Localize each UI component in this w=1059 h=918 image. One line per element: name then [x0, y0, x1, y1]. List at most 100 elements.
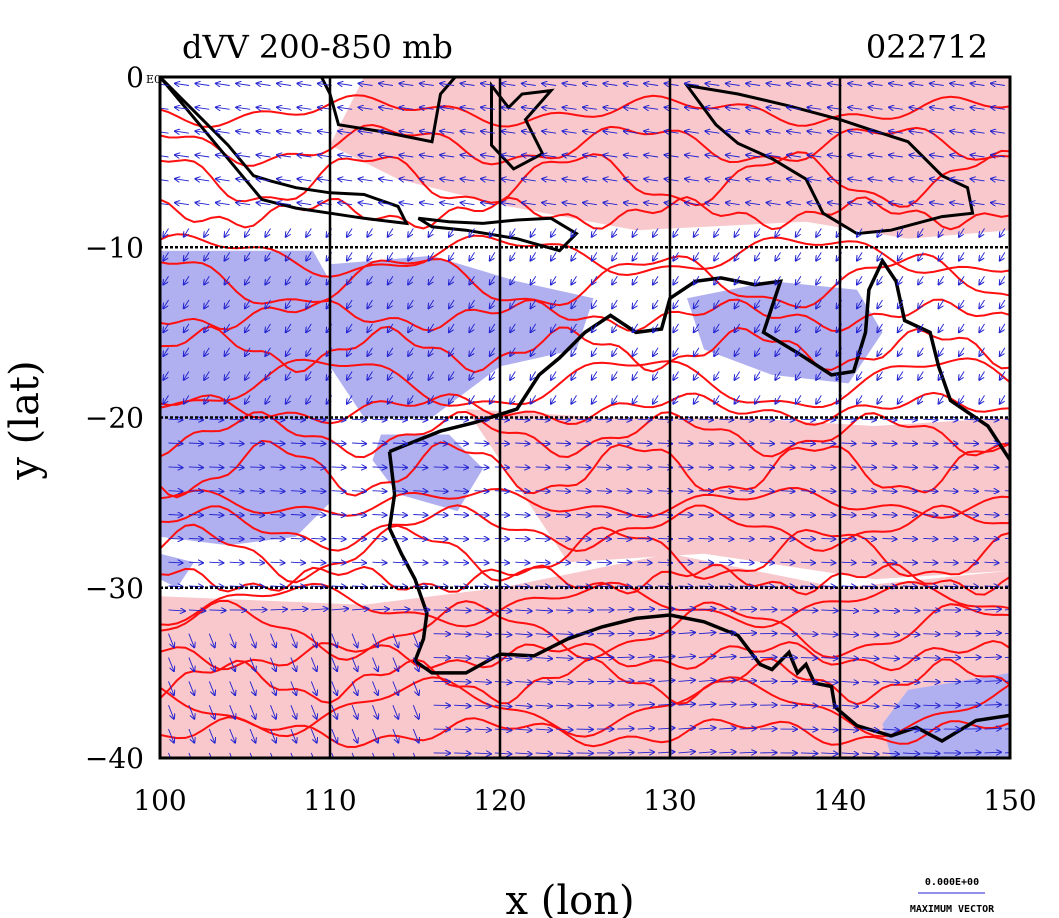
wind-vector — [556, 658, 572, 659]
wind-vector — [902, 634, 919, 635]
wind-vector — [644, 203, 659, 205]
wind-vector — [408, 275, 414, 284]
wind-vector — [637, 681, 654, 682]
wind-vector — [841, 658, 858, 659]
wind-vector — [665, 155, 679, 157]
wind-vector — [583, 107, 597, 109]
wind-vector — [678, 656, 695, 657]
wind-vector — [780, 491, 795, 492]
wind-vector — [984, 633, 1001, 634]
wind-vector — [286, 371, 292, 380]
wind-vector — [522, 83, 536, 85]
wind-vector — [270, 443, 285, 444]
wind-vector — [494, 705, 511, 706]
wind-vector — [596, 586, 611, 587]
wind-vector — [685, 179, 699, 181]
wind-vector — [229, 752, 233, 758]
wind-vector — [698, 656, 715, 657]
wind-vector — [637, 491, 652, 492]
wind-vector — [188, 491, 203, 492]
contour-line — [160, 325, 1010, 374]
wind-vector — [796, 252, 802, 260]
wind-vector — [694, 299, 700, 308]
wind-vector — [617, 443, 631, 444]
wind-vector — [331, 633, 337, 648]
wind-vector — [800, 491, 815, 492]
wind-vector — [775, 228, 781, 237]
wind-vector — [413, 419, 427, 420]
wind-vector — [556, 491, 570, 492]
wind-vector — [964, 538, 978, 539]
wind-vector — [474, 658, 491, 659]
contour-lines — [160, 94, 1010, 749]
wind-vector — [286, 252, 292, 260]
wind-vector — [420, 107, 434, 109]
wind-vector — [257, 155, 271, 157]
wind-vector — [964, 467, 978, 468]
wind-vector — [556, 515, 570, 516]
wind-vector — [440, 83, 455, 85]
wind-vector — [184, 371, 190, 380]
wind-vector — [535, 467, 550, 468]
wind-vector — [583, 203, 597, 205]
wind-vector — [889, 155, 903, 157]
wind-vector — [739, 681, 756, 682]
wind-vector — [592, 347, 598, 356]
negative-region-5 — [330, 255, 594, 418]
wind-vector — [678, 633, 695, 634]
wind-vector — [821, 562, 835, 563]
wind-vector — [959, 395, 965, 403]
wind-vector — [939, 228, 945, 237]
wind-vector — [800, 562, 815, 563]
wind-vector — [760, 491, 774, 492]
wind-vector — [898, 323, 904, 332]
wind-vector — [719, 467, 733, 468]
wind-vector — [583, 155, 597, 157]
wind-vector — [290, 562, 305, 563]
wind-vector — [857, 299, 863, 308]
wind-vector — [576, 443, 591, 444]
wind-vector — [522, 155, 536, 157]
wind-vector — [306, 228, 312, 237]
wind-vector — [576, 467, 591, 468]
wind-vector — [959, 252, 965, 260]
wind-vector — [571, 395, 577, 403]
wind-vector — [984, 419, 999, 420]
wind-vector — [556, 419, 570, 420]
wind-vector — [372, 491, 387, 492]
wind-vector — [930, 179, 944, 181]
wind-vector — [209, 467, 223, 468]
wind-vector — [909, 179, 924, 181]
wind-vector — [265, 323, 271, 332]
wind-vector — [603, 203, 618, 205]
wind-vector — [857, 395, 863, 403]
wind-vector — [943, 515, 958, 516]
wind-vector — [515, 562, 529, 563]
y-tick-label: 0 — [126, 61, 144, 94]
wind-vector — [909, 83, 924, 85]
wind-vector — [481, 83, 495, 85]
x-tick-label: 100 — [133, 784, 186, 817]
wind-vector — [352, 538, 366, 539]
wind-vector — [959, 323, 965, 332]
wind-vector — [735, 371, 741, 380]
wind-vector — [755, 299, 761, 308]
wind-vector — [848, 179, 863, 181]
wind-vector — [408, 299, 414, 308]
wind-vector — [848, 203, 863, 205]
wind-vector — [673, 252, 679, 260]
wind-vector — [739, 419, 754, 420]
wind-vector — [551, 347, 557, 356]
wind-vector — [306, 395, 312, 403]
wind-vector — [705, 131, 720, 133]
wind-vector — [644, 107, 659, 109]
wind-vector — [236, 83, 251, 85]
wind-vector — [739, 538, 754, 539]
wind-vector — [331, 562, 346, 563]
wind-vector — [857, 323, 863, 332]
wind-vector — [902, 753, 919, 754]
wind-vector — [372, 515, 387, 516]
wind-vector — [698, 419, 713, 420]
wind-vector — [413, 562, 427, 563]
wind-vector — [739, 491, 754, 492]
